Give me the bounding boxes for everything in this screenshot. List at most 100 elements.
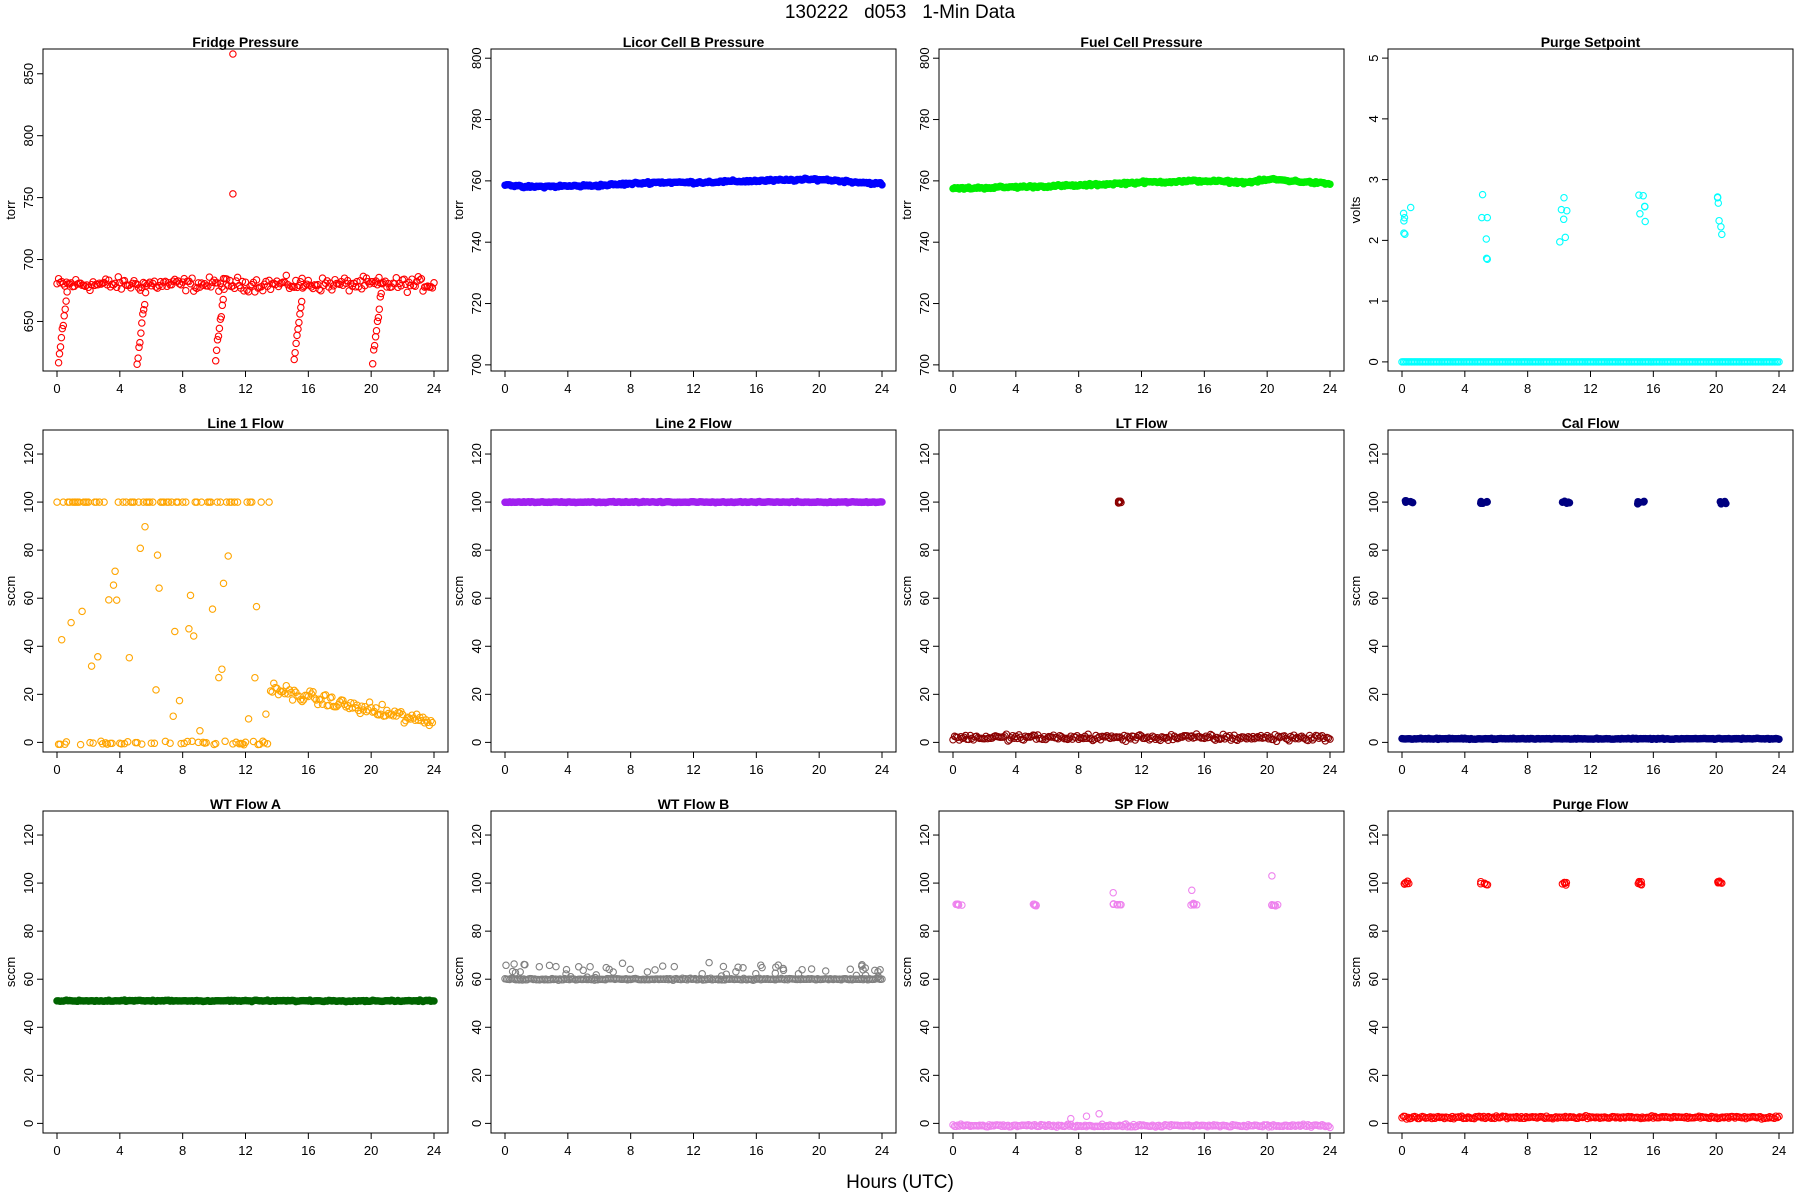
x-tick-label: 16 [1646, 1143, 1660, 1158]
data-point [134, 354, 142, 362]
data-point [169, 277, 177, 285]
x-tick-label: 16 [749, 1143, 763, 1158]
y-tick-label: 3 [1366, 176, 1381, 183]
x-tick-label: 12 [238, 762, 252, 777]
x-tick-label: 8 [1075, 762, 1082, 777]
data-point [76, 740, 85, 749]
y-tick-label: 20 [917, 687, 932, 701]
y-tick-label: 120 [1366, 824, 1381, 846]
y-tick-label: 760 [917, 170, 932, 192]
data-point [1639, 191, 1647, 200]
data-point [240, 287, 248, 295]
x-tick-label: 12 [1134, 762, 1148, 777]
data-point [586, 962, 594, 971]
data-point [136, 338, 144, 347]
data-point [371, 333, 380, 341]
x-tick-label: 0 [949, 1143, 956, 1158]
data-point [1109, 900, 1118, 908]
data-point [328, 286, 336, 294]
plot-frame [938, 48, 1345, 372]
y-tick-label: 40 [469, 1020, 484, 1034]
data-point [293, 331, 301, 340]
x-tick-label: 16 [301, 762, 315, 777]
y-tick-label: 20 [1366, 1068, 1381, 1082]
x-tick-label: 12 [1134, 381, 1148, 396]
data-point [252, 602, 261, 611]
y-tick-label: 0 [917, 1120, 932, 1127]
data-point [252, 276, 261, 284]
panel-title: Fuel Cell Pressure [1080, 34, 1202, 50]
x-tick-label: 20 [1260, 381, 1274, 396]
data-point [62, 297, 70, 305]
y-tick-label: 740 [469, 231, 484, 253]
data-point [197, 498, 206, 506]
y-tick-label: 100 [469, 872, 484, 894]
data-point [251, 673, 259, 682]
data-point [1082, 734, 1091, 743]
data-point [859, 966, 867, 974]
y-tick-label: 80 [469, 543, 484, 557]
data-point [1635, 877, 1643, 886]
data-point [219, 579, 228, 588]
y-tick-label: 100 [1366, 872, 1381, 894]
data-point [1718, 879, 1726, 887]
data-point [717, 972, 726, 980]
plot-frame [938, 429, 1345, 753]
panel-licor-cell-b-pressure: Licor Cell B Pressure 0 4 8 12 16 20 24 700 720 74… [451, 34, 897, 396]
data-point [1482, 254, 1491, 263]
data-point [141, 522, 149, 531]
data-point [876, 966, 884, 974]
x-tick-label: 16 [1197, 1143, 1211, 1158]
data-point [1268, 901, 1276, 910]
y-tick-label: 60 [917, 591, 932, 605]
data-point [263, 740, 272, 748]
data-point [643, 968, 652, 976]
y-tick-label: 100 [917, 872, 932, 894]
y-axis-label: sccm [899, 576, 914, 606]
data-point [878, 181, 886, 189]
data-point [153, 551, 162, 559]
data-point [1561, 233, 1570, 242]
panel-title: Fridge Pressure [192, 34, 299, 50]
data-point [579, 966, 587, 975]
x-tick-label: 24 [427, 381, 441, 396]
panel-line-1-flow: Line 1 Flow 0 4 8 12 16 20 24 0 20 40 60 80 100 120 scc… [3, 415, 449, 777]
data-point [1326, 1123, 1334, 1132]
data-point [224, 552, 232, 560]
x-tick-label: 12 [238, 381, 252, 396]
x-tick-label: 20 [812, 381, 826, 396]
y-tick-label: 120 [21, 824, 36, 846]
data-points [949, 872, 1334, 1132]
panel-title: Line 2 Flow [655, 415, 731, 431]
data-point [208, 278, 217, 287]
data-point [1114, 497, 1123, 506]
data-point [383, 283, 391, 291]
data-point [207, 283, 215, 291]
y-tick-label: 100 [917, 491, 932, 513]
data-point [59, 321, 68, 330]
x-tick-label: 0 [1398, 762, 1405, 777]
x-tick-label: 12 [1583, 762, 1597, 777]
y-tick-label: 850 [21, 63, 36, 85]
data-point [857, 962, 866, 970]
data-point [297, 303, 305, 312]
y-tick-label: 120 [21, 443, 36, 465]
data-point [719, 962, 728, 971]
x-tick-label: 16 [1646, 381, 1660, 396]
data-point [417, 275, 426, 283]
figure-title: 130222 d053 1-Min Data [784, 2, 1016, 23]
x-tick-label: 8 [1075, 1143, 1082, 1158]
data-point [290, 686, 298, 695]
x-tick-label: 8 [1524, 381, 1531, 396]
x-tick-label: 16 [1197, 381, 1211, 396]
data-point [213, 498, 221, 506]
data-point [238, 277, 247, 286]
data-point [229, 190, 237, 198]
x-tick-label: 0 [949, 381, 956, 396]
panel-title: Cal Flow [1562, 415, 1620, 431]
y-tick-label: 20 [469, 687, 484, 701]
data-point [79, 281, 88, 290]
x-tick-label: 16 [749, 381, 763, 396]
data-points [501, 497, 886, 507]
x-tick-label: 12 [1583, 381, 1597, 396]
